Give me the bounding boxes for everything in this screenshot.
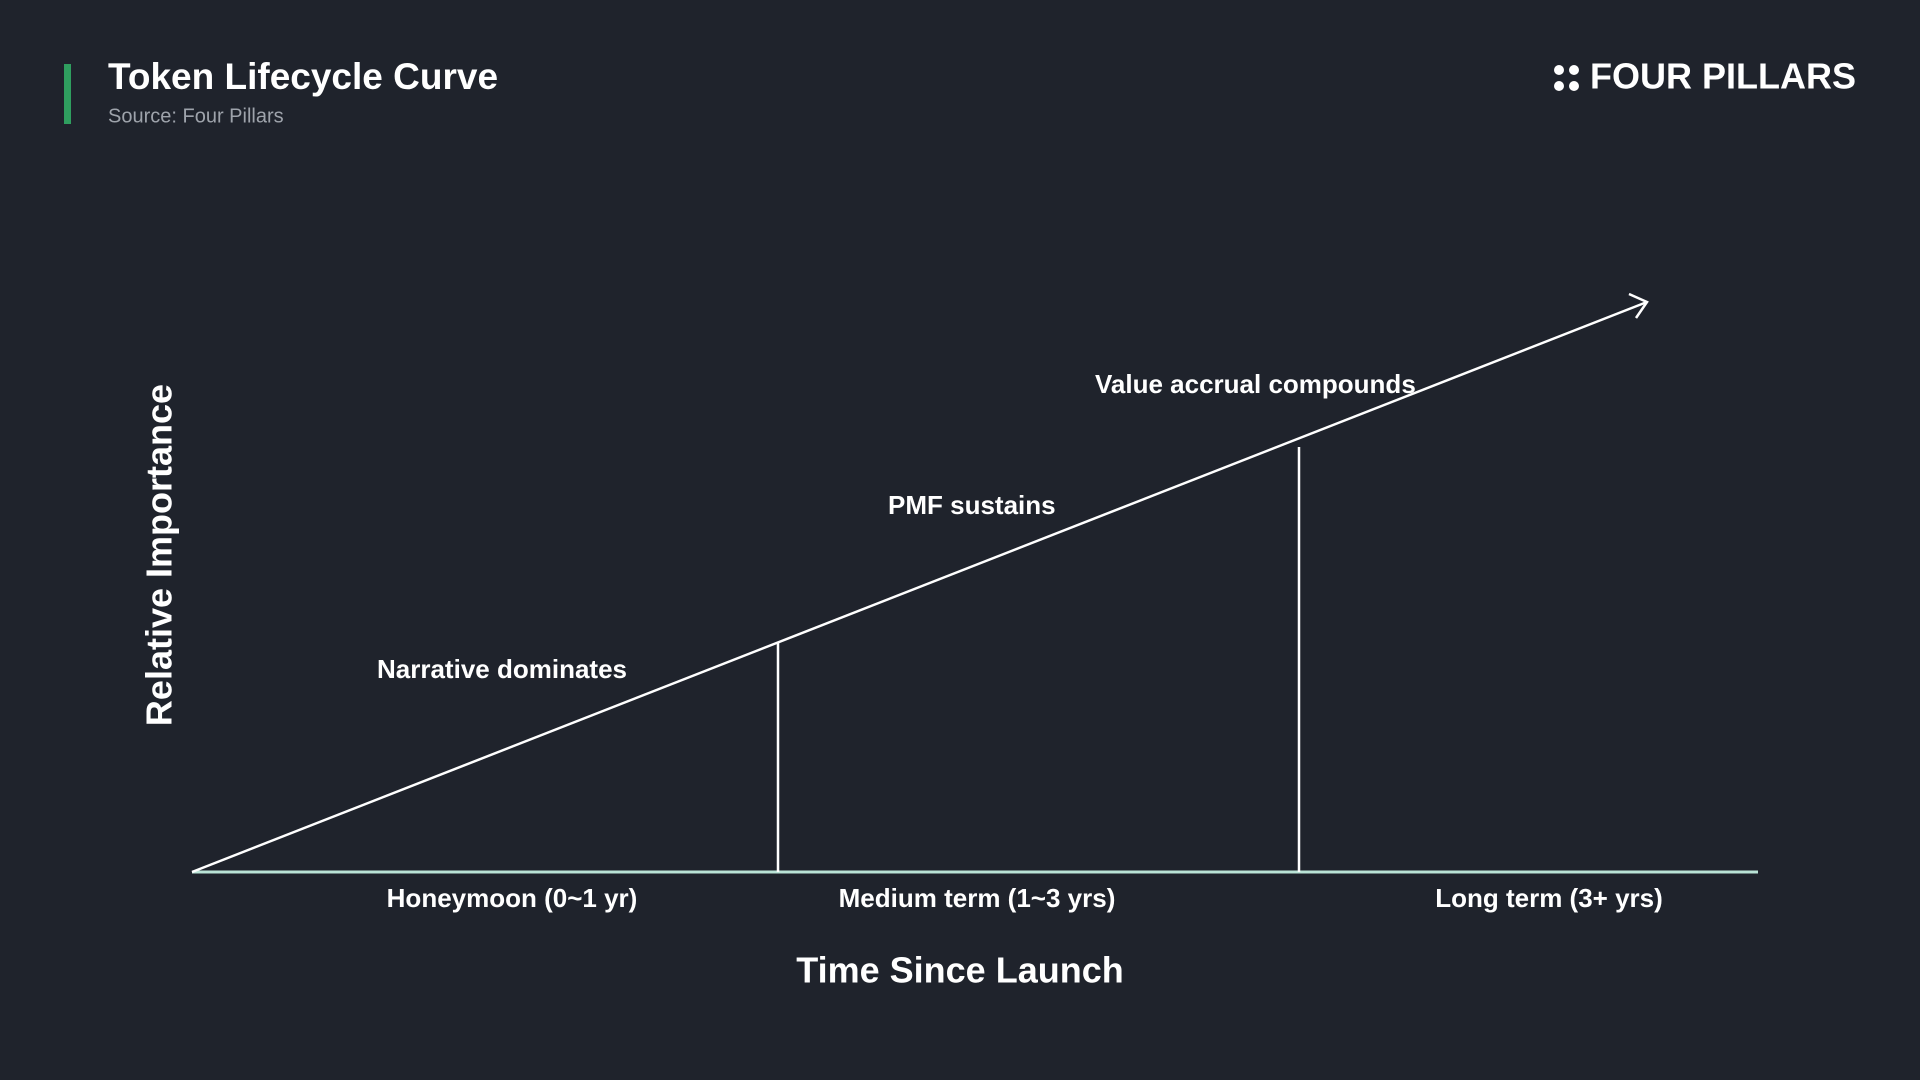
annotation: Value accrual compounds — [1095, 369, 1416, 399]
accent-bar — [64, 64, 71, 124]
source: Source: Four Pillars — [108, 105, 284, 127]
y-axis-title: Relative Importance — [139, 384, 180, 726]
annotation: Narrative dominates — [377, 654, 627, 684]
arrowhead — [1628, 292, 1649, 319]
lifecycle-line — [191, 300, 1648, 874]
title: Token Lifecycle Curve — [108, 56, 498, 97]
phase-label: Medium term (1~3 yrs) — [839, 883, 1116, 913]
logo: FOUR PILLARS — [1590, 56, 1856, 97]
phase-label: Honeymoon (0~1 yr) — [387, 883, 638, 913]
annotation: PMF sustains — [888, 490, 1056, 520]
phase-label: Long term (3+ yrs) — [1435, 883, 1663, 913]
logo-icon — [1554, 65, 1579, 91]
x-axis-title: Time Since Launch — [796, 950, 1123, 991]
